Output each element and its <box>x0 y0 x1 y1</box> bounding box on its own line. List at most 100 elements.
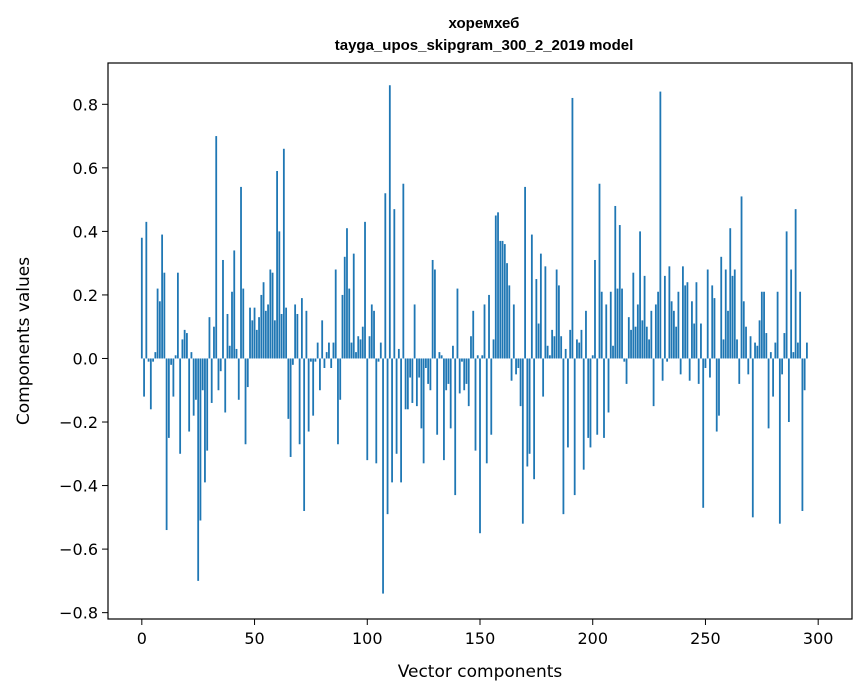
bar <box>355 352 357 359</box>
bar <box>461 358 463 362</box>
bar <box>713 298 716 359</box>
bar <box>576 339 578 359</box>
bar <box>458 358 461 394</box>
bar <box>569 329 572 359</box>
bar <box>386 358 389 515</box>
bar <box>630 329 632 359</box>
bar <box>643 275 646 359</box>
bar <box>436 358 439 435</box>
bar <box>530 234 533 359</box>
bar <box>352 253 355 359</box>
bar <box>790 269 793 359</box>
bar <box>145 221 148 359</box>
bar <box>677 291 680 359</box>
bar <box>303 358 306 511</box>
bar <box>483 304 486 359</box>
bar <box>546 345 549 359</box>
bar <box>186 333 188 359</box>
bar <box>481 355 484 359</box>
bar <box>603 358 605 438</box>
bar <box>452 345 454 359</box>
bar <box>163 272 166 359</box>
bar <box>192 358 195 416</box>
bar <box>715 358 718 432</box>
bar <box>278 231 281 359</box>
bar <box>152 358 154 362</box>
bar <box>691 301 693 359</box>
bar <box>343 256 346 359</box>
bar <box>474 358 477 451</box>
bar <box>161 234 164 359</box>
y-tick-label: −0.8 <box>59 604 98 623</box>
bar <box>571 97 574 359</box>
bar <box>384 193 387 359</box>
bar <box>503 244 506 359</box>
bar <box>621 288 623 359</box>
bar <box>697 358 700 384</box>
bar <box>337 358 339 445</box>
bar <box>249 307 251 359</box>
x-tick-label: 50 <box>244 629 264 648</box>
bar <box>589 358 592 448</box>
bar <box>258 317 260 359</box>
plot-frame <box>107 62 853 620</box>
bar <box>781 358 784 375</box>
x-tick-label: 100 <box>352 629 383 648</box>
bar <box>280 313 283 359</box>
bar <box>679 358 682 375</box>
bar <box>316 342 319 359</box>
bar <box>634 326 637 359</box>
bar <box>328 342 330 359</box>
bar <box>700 323 702 359</box>
chart-subtitle: tayga_upos_skipgram_300_2_2019 model <box>335 37 634 54</box>
chart-title: хоремхеб <box>449 15 520 32</box>
bar <box>242 288 245 359</box>
bar <box>803 358 806 391</box>
bar <box>657 291 660 359</box>
bar <box>379 342 382 359</box>
y-tick-label: 0.6 <box>73 159 98 178</box>
x-tick-label: 150 <box>465 629 496 648</box>
bar <box>449 358 452 429</box>
bar <box>440 355 443 359</box>
bar <box>806 342 808 359</box>
bar <box>208 317 211 359</box>
bar <box>319 358 321 391</box>
bar <box>291 358 294 365</box>
bar <box>567 358 569 448</box>
bar <box>167 358 170 438</box>
bar <box>402 183 405 359</box>
bar <box>404 358 407 410</box>
bar <box>711 285 714 359</box>
bar <box>476 355 479 359</box>
bar <box>654 304 657 359</box>
bar <box>219 358 222 372</box>
bar <box>542 358 545 397</box>
y-axis-label: Components values <box>14 257 34 425</box>
bar <box>704 358 707 368</box>
bar <box>325 352 328 359</box>
bar <box>418 358 421 378</box>
bar <box>172 358 175 397</box>
bar <box>143 358 145 397</box>
bar <box>623 358 626 362</box>
bar <box>276 171 278 359</box>
bar <box>321 320 324 359</box>
bar <box>684 285 687 359</box>
bar <box>794 209 797 359</box>
bar <box>519 358 522 407</box>
bar <box>224 358 227 413</box>
bar <box>251 320 254 359</box>
bar <box>264 310 267 359</box>
y-tick-label: −0.2 <box>59 413 98 432</box>
bar <box>560 336 563 359</box>
bar <box>612 345 614 359</box>
bar <box>271 272 274 359</box>
bar <box>799 291 802 359</box>
bar <box>454 358 457 496</box>
bar <box>544 266 547 359</box>
bar <box>614 205 617 359</box>
bar <box>406 358 409 410</box>
bar <box>395 358 398 454</box>
bar <box>787 358 790 423</box>
